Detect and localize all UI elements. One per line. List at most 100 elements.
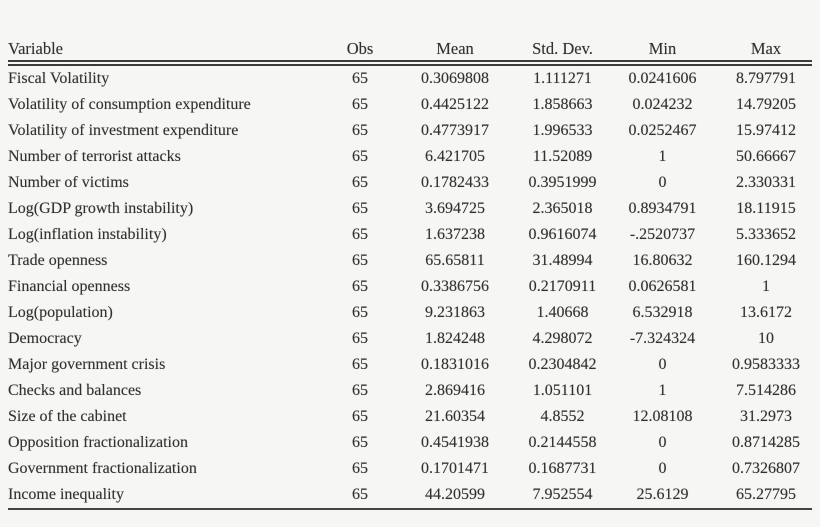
- cell-variable: Number of terrorist attacks: [8, 148, 181, 165]
- table-row: Checks and balances 65 2.869416 1.051101 1 7.…: [8, 378, 812, 404]
- cell-variable: Government fractionalization: [8, 460, 197, 477]
- table-row: Financial openness 65 0.3386756 0.2170911 0.…: [8, 274, 812, 300]
- cell-std-dev: 1.40668: [536, 304, 589, 321]
- cell-variable: Volatility of investment expenditure: [8, 122, 239, 139]
- cell-variable: Size of the cabinet: [8, 408, 127, 425]
- cell-min: 0.8934791: [628, 200, 697, 217]
- cell-variable: Major government crisis: [8, 356, 166, 373]
- cell-variable: Democracy: [8, 330, 82, 347]
- cell-obs: 65: [352, 174, 368, 191]
- cell-max: 50.66667: [736, 148, 796, 165]
- cell-mean: 3.694725: [425, 200, 485, 217]
- cell-variable: Number of victims: [8, 174, 129, 191]
- summary-statistics-table: Variable Obs Mean Std. Dev. Min Max Fisc…: [8, 36, 812, 510]
- cell-obs: 65: [352, 330, 368, 347]
- table-header-row: Variable Obs Mean Std. Dev. Min Max: [8, 36, 812, 60]
- cell-std-dev: 1.858663: [532, 96, 593, 113]
- table-row: Log(population) 65 9.231863 1.40668 6.532918…: [8, 300, 812, 326]
- cell-variable: Opposition fractionalization: [8, 434, 188, 451]
- cell-mean: 21.60354: [425, 408, 485, 425]
- cell-mean: 2.869416: [425, 382, 485, 399]
- cell-obs: 65: [352, 460, 368, 477]
- cell-std-dev: 7.952554: [532, 486, 593, 503]
- cell-std-dev: 4.298072: [532, 330, 593, 347]
- cell-max: 7.514286: [736, 382, 796, 399]
- cell-variable: Checks and balances: [8, 382, 142, 399]
- cell-min: 0: [658, 356, 667, 373]
- cell-variable: Income inequality: [8, 486, 124, 503]
- cell-variable: Log(population): [8, 304, 113, 321]
- cell-max: 8.797791: [736, 70, 796, 87]
- cell-variable: Financial openness: [8, 278, 131, 295]
- cell-std-dev: 0.2170911: [528, 278, 597, 295]
- cell-max: 0.9583333: [732, 356, 800, 373]
- cell-mean: 1.824248: [425, 330, 485, 347]
- cell-std-dev: 0.9616074: [528, 226, 597, 243]
- cell-min: 6.532918: [632, 304, 693, 321]
- cell-mean: 6.421705: [425, 148, 485, 165]
- cell-max: 0.7326807: [732, 460, 800, 477]
- table-row: Size of the cabinet 65 21.60354 4.8552 12.08…: [8, 404, 812, 430]
- column-header-obs: Obs: [346, 39, 374, 58]
- column-header-std-dev: Std. Dev.: [532, 39, 593, 58]
- table-row: Democracy 65 1.824248 4.298072 -7.324324 10: [8, 326, 812, 352]
- cell-min: 0: [658, 460, 667, 477]
- cell-max: 31.2973: [740, 408, 792, 425]
- cell-min: 0: [658, 434, 667, 451]
- cell-std-dev: 1.996533: [532, 122, 593, 139]
- cell-std-dev: 1.051101: [532, 382, 593, 399]
- cell-max: 15.97412: [736, 122, 796, 139]
- cell-obs: 65: [352, 382, 368, 399]
- cell-obs: 65: [352, 148, 368, 165]
- table-bottom-rule: [8, 508, 812, 510]
- cell-obs: 65: [352, 226, 368, 243]
- cell-mean: 65.65811: [425, 252, 485, 269]
- cell-max: 5.333652: [736, 226, 796, 243]
- cell-obs: 65: [352, 356, 368, 373]
- cell-min: 25.6129: [636, 486, 689, 503]
- cell-mean: 0.3386756: [421, 278, 489, 295]
- cell-variable: Volatility of consumption expenditure: [8, 96, 251, 113]
- cell-min: 0.024232: [632, 96, 693, 113]
- cell-min: 0.0626581: [628, 278, 697, 295]
- cell-min: 12.08108: [632, 408, 693, 425]
- cell-max: 1: [762, 278, 770, 295]
- cell-max: 18.11915: [736, 200, 796, 217]
- cell-std-dev: 0.1687731: [528, 460, 597, 477]
- table-row: Opposition fractionalization 65 0.4541938 0…: [8, 430, 812, 456]
- table-row: Log(GDP growth instability) 65 3.694725 2.3…: [8, 196, 812, 222]
- table-row: Volatility of investment expenditure 65 0.…: [8, 118, 812, 144]
- cell-std-dev: 0.2144558: [528, 434, 597, 451]
- table-row: Number of victims 65 0.1782433 0.3951999 0 2.…: [8, 170, 812, 196]
- table-row: Fiscal Volatility 65 0.3069808 1.111271 0.02…: [8, 66, 812, 92]
- table-row: Log(inflation instability) 65 1.637238 0.96…: [8, 222, 812, 248]
- cell-mean: 9.231863: [425, 304, 485, 321]
- column-header-max: Max: [750, 39, 782, 58]
- cell-mean: 0.4773917: [421, 122, 489, 139]
- cell-obs: 65: [352, 252, 368, 269]
- table-row: Number of terrorist attacks 65 6.421705 11.…: [8, 144, 812, 170]
- cell-mean: 0.1782433: [421, 174, 489, 191]
- cell-min: 0: [658, 174, 667, 191]
- cell-mean: 44.20599: [425, 486, 485, 503]
- cell-mean: 0.1831016: [421, 356, 489, 373]
- cell-max: 65.27795: [736, 486, 796, 503]
- cell-std-dev: 11.52089: [532, 148, 593, 165]
- cell-mean: 0.1701471: [421, 460, 489, 477]
- cell-max: 13.6172: [740, 304, 792, 321]
- cell-obs: 65: [352, 200, 368, 217]
- cell-max: 160.1294: [736, 252, 796, 269]
- cell-obs: 65: [352, 70, 368, 87]
- cell-std-dev: 0.3951999: [528, 174, 597, 191]
- cell-std-dev: 31.48994: [532, 252, 593, 269]
- cell-max: 2.330331: [736, 174, 796, 191]
- table-row: Income inequality 65 44.20599 7.952554 25.61…: [8, 482, 812, 508]
- table-row: Government fractionalization 65 0.1701471 0…: [8, 456, 812, 482]
- cell-std-dev: 0.2304842: [528, 356, 597, 373]
- column-header-min: Min: [648, 39, 677, 58]
- cell-mean: 0.3069808: [421, 70, 489, 87]
- cell-min: 1: [658, 382, 667, 399]
- cell-obs: 65: [352, 304, 368, 321]
- cell-max: 14.79205: [736, 96, 796, 113]
